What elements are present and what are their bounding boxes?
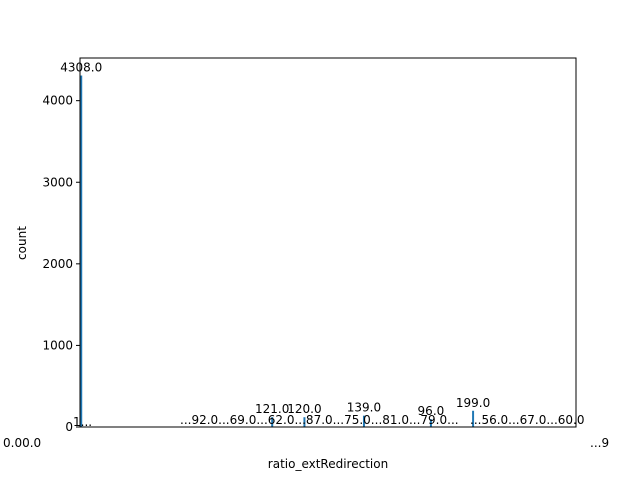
bar [429,419,432,427]
y-tick-label: 0 [65,420,73,434]
data-label: 139.0 [347,401,381,415]
y-tick-label: 3000 [42,175,73,189]
bar [271,417,274,427]
bar [472,410,475,427]
crowded-labels: 1... ...92.0...69.0...62.0...87.0...75.0… [73,413,585,429]
data-label: 199.0 [456,396,490,410]
x-axis: 0.00.0 ...9 [3,436,609,450]
data-label: 96.0 [418,404,445,418]
y-axis-label: count [15,226,29,260]
data-label: 4308.0 [60,61,102,75]
bars [80,75,475,427]
crowded-label-left: 1... [73,415,92,429]
crowded-label-mid: ...92.0...69.0...62.0...87.0...75.0...81… [180,413,459,427]
bar [362,415,365,427]
plot-frame [79,57,577,428]
bar [303,417,306,427]
y-tick-label: 2000 [42,257,73,271]
y-axis: 0 1000 2000 3000 4000 [42,94,80,434]
y-tick-label: 1000 [42,338,73,352]
crowded-label-right: ...56.0...67.0...60.0 [470,413,585,427]
x-tick-labels-right: ...9 [590,436,609,450]
x-tick-labels-left: 0.00.0 [3,436,41,450]
x-axis-label: ratio_extRedirection [268,457,388,471]
data-label: 120.0 [287,402,321,416]
y-tick-label: 4000 [42,94,73,108]
data-label: 121.0 [255,402,289,416]
bar [80,75,83,427]
